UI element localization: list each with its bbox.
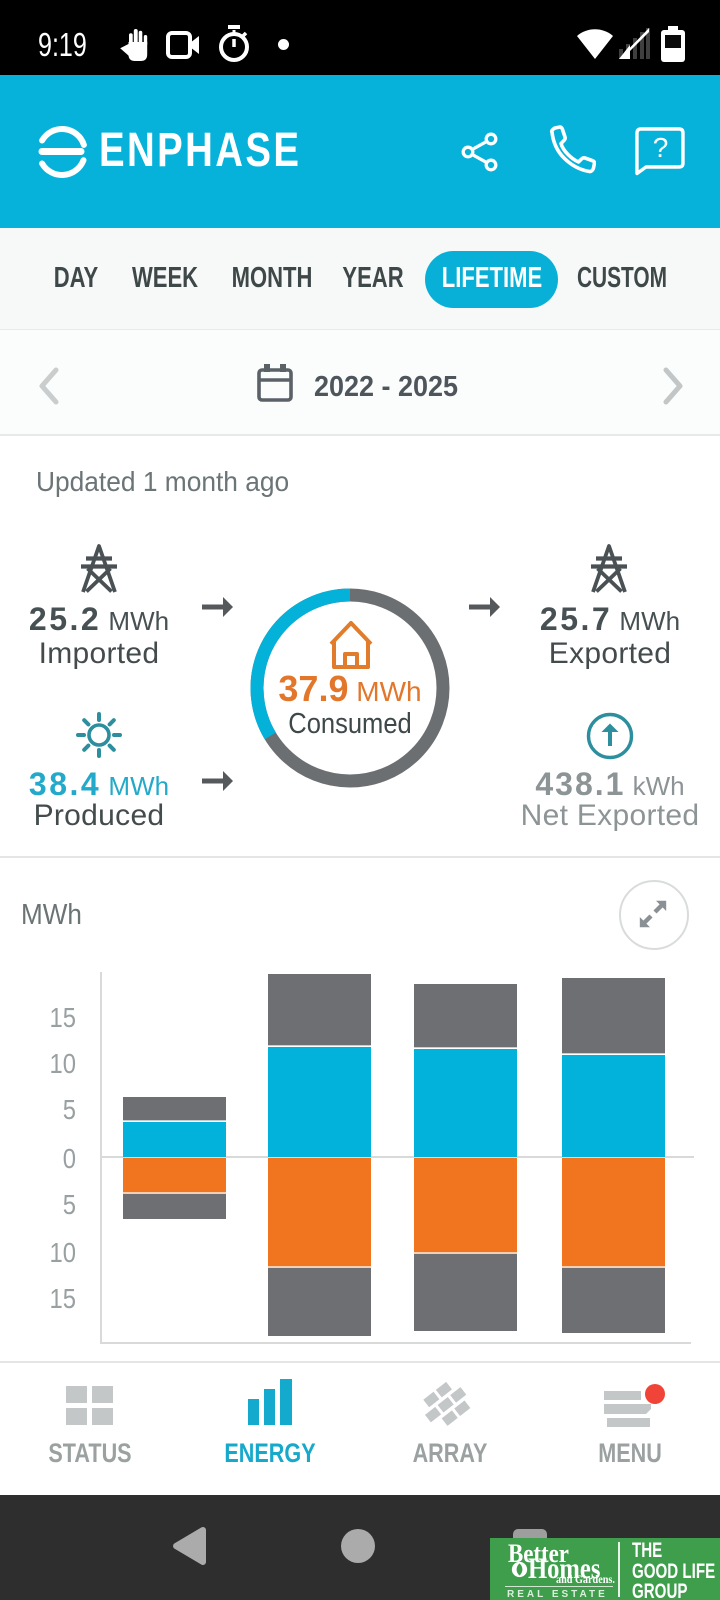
svg-text:?: ?: [653, 132, 669, 163]
